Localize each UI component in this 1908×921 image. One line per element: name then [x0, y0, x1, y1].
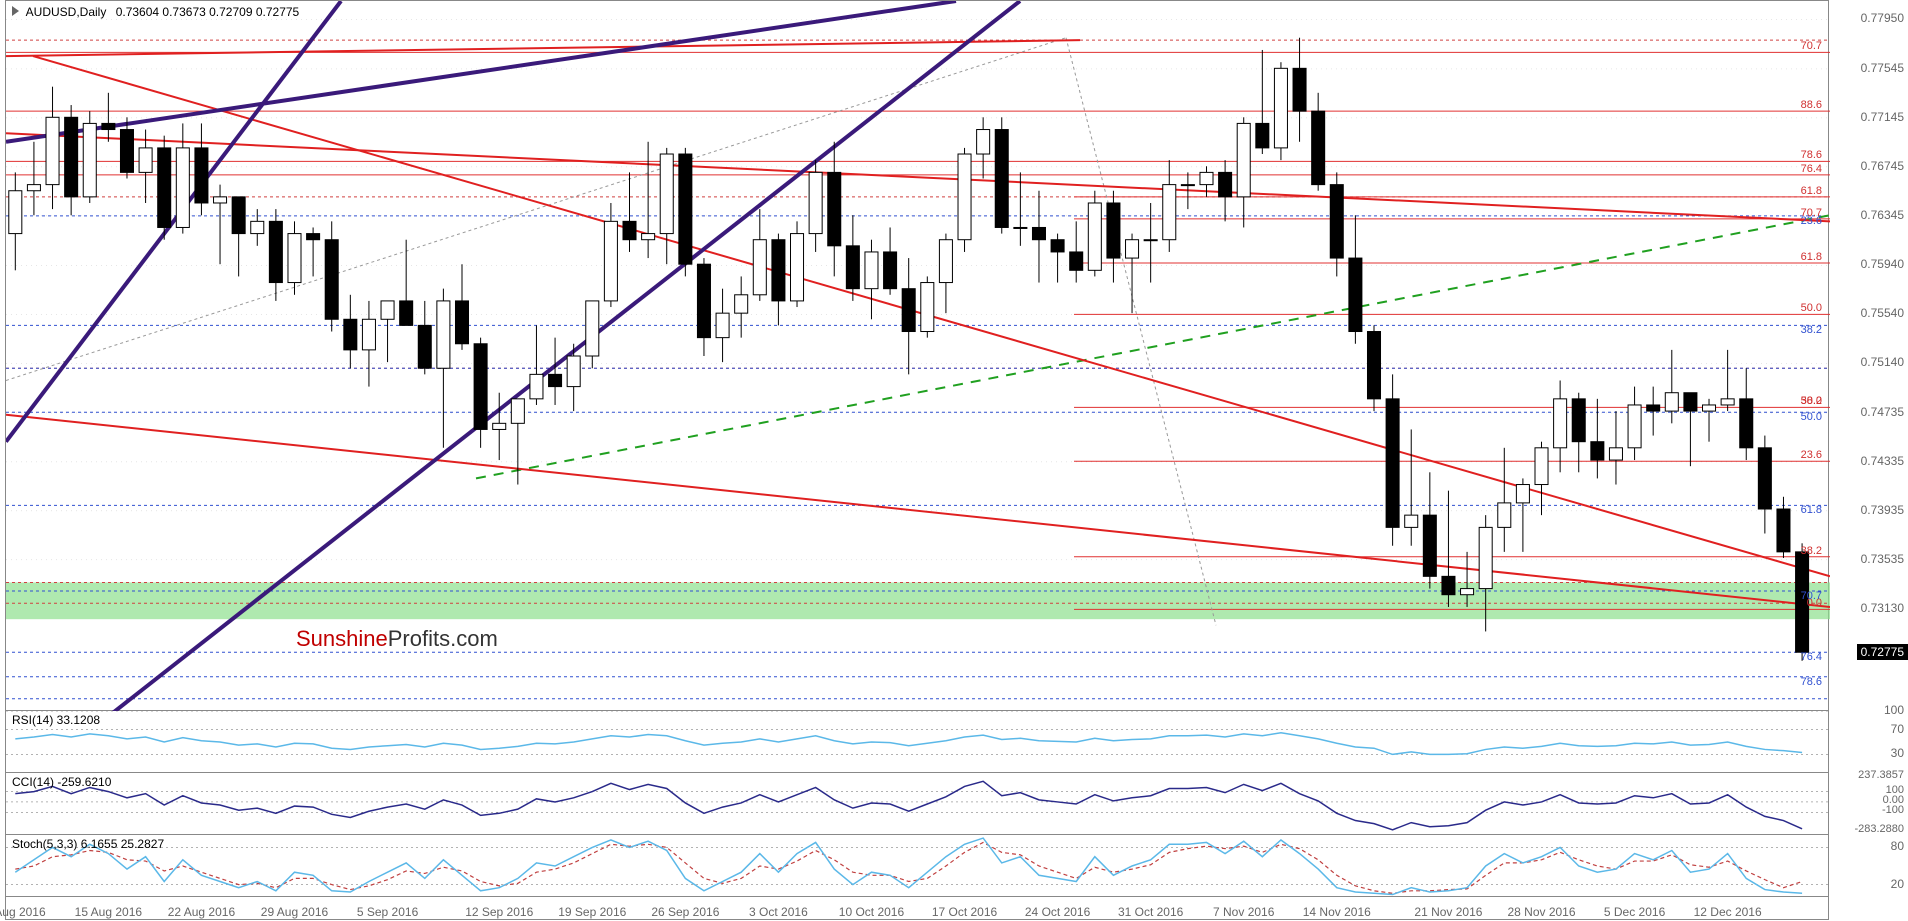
y-axis: 0.77950 0.77545 0.77145 0.76745 0.76345 0.759…	[1834, 0, 1908, 920]
fib-label: 70.7	[1801, 590, 1822, 602]
rsi-svg	[6, 711, 1830, 773]
y-tick: 0.77950	[1861, 11, 1904, 25]
y-tick: 0.74335	[1861, 454, 1904, 468]
y-tick: 0.73935	[1861, 503, 1904, 517]
rsi-tick: 70	[1891, 722, 1904, 736]
y-tick: 0.73130	[1861, 601, 1904, 615]
cci-tick: 237.3857	[1858, 769, 1904, 781]
y-tick: 0.73535	[1861, 552, 1904, 566]
fib-label: 23.6	[1801, 215, 1822, 227]
main-chart-svg	[6, 1, 1830, 711]
x-tick: 14 Nov 2016	[1303, 905, 1371, 919]
watermark-brand1: Sunshine	[296, 626, 388, 651]
stoch-label: Stoch(5,3,3) 6.1655 25.2827	[12, 837, 164, 851]
y-tick: 0.77145	[1861, 110, 1904, 124]
y-tick: 0.75540	[1861, 306, 1904, 320]
cci-tick: -283.2880	[1854, 823, 1904, 835]
cci-tick: -100	[1882, 804, 1904, 816]
fib-label: 50.0	[1801, 395, 1822, 407]
y-tick: 0.74735	[1861, 405, 1904, 419]
fib-label: 76.4	[1801, 651, 1822, 663]
stoch-tick: 80	[1891, 839, 1904, 853]
x-tick: 21 Nov 2016	[1414, 905, 1482, 919]
cci-tick: 100	[1886, 784, 1904, 796]
x-tick: 12 Dec 2016	[1694, 905, 1762, 919]
cci-panel[interactable]: CCI(14) -259.6210	[6, 773, 1828, 835]
watermark: SunshineProfits.com	[296, 626, 498, 652]
fib-label: 70.7	[1801, 40, 1822, 52]
fib-label: 78.6	[1801, 149, 1822, 161]
fib-label: 50.0	[1801, 302, 1822, 314]
y-tick: 0.76745	[1861, 159, 1904, 173]
current-price-box: 0.72775	[1857, 644, 1908, 660]
fib-label: 23.6	[1801, 449, 1822, 461]
chart-title: AUDUSD,Daily 0.73604 0.73673 0.72709 0.7…	[12, 5, 299, 19]
x-tick: 7 Nov 2016	[1213, 905, 1274, 919]
y-tick: 0.75140	[1861, 355, 1904, 369]
x-tick: 3 Oct 2016	[749, 905, 808, 919]
cci-tick: 0.00	[1883, 794, 1904, 806]
x-tick: 19 Sep 2016	[558, 905, 626, 919]
cci-svg	[6, 773, 1830, 835]
x-tick: 22 Aug 2016	[168, 905, 235, 919]
x-tick: 31 Oct 2016	[1118, 905, 1183, 919]
x-tick: 12 Sep 2016	[465, 905, 533, 919]
rsi-panel[interactable]: RSI(14) 33.1208	[6, 711, 1828, 773]
stoch-tick: 20	[1891, 877, 1904, 891]
x-tick: 5 Dec 2016	[1604, 905, 1665, 919]
ohlc-text: 0.73604 0.73673 0.72709 0.72775	[116, 5, 300, 19]
rsi-tick: 100	[1884, 703, 1904, 717]
chart-container: AUDUSD,Daily 0.73604 0.73673 0.72709 0.7…	[5, 0, 1829, 920]
fib-label: 61.8	[1801, 504, 1822, 516]
x-tick: 24 Oct 2016	[1025, 905, 1090, 919]
fib-label: 38.2	[1801, 545, 1822, 557]
fib-label: 78.6	[1801, 676, 1822, 688]
fib-label: 50.0	[1801, 411, 1822, 423]
x-tick: 26 Sep 2016	[651, 905, 719, 919]
fib-label: 61.8	[1801, 251, 1822, 263]
rsi-label: RSI(14) 33.1208	[12, 713, 100, 727]
main-price-panel[interactable]: AUDUSD,Daily 0.73604 0.73673 0.72709 0.7…	[6, 1, 1828, 711]
x-tick: 8 Aug 2016	[0, 905, 46, 919]
fib-label: 88.6	[1801, 99, 1822, 111]
x-tick: 15 Aug 2016	[75, 905, 142, 919]
expand-icon[interactable]	[12, 6, 19, 16]
x-tick: 28 Nov 2016	[1507, 905, 1575, 919]
cci-label: CCI(14) -259.6210	[12, 775, 111, 789]
y-tick: 0.77545	[1861, 61, 1904, 75]
x-tick: 5 Sep 2016	[357, 905, 418, 919]
stoch-svg	[6, 835, 1830, 897]
y-tick: 0.75940	[1861, 257, 1904, 271]
stoch-panel[interactable]: Stoch(5,3,3) 6.1655 25.2827	[6, 835, 1828, 897]
x-tick: 29 Aug 2016	[261, 905, 328, 919]
fib-label: 76.4	[1801, 163, 1822, 175]
y-tick: 0.76345	[1861, 208, 1904, 222]
fib-label: 61.8	[1801, 185, 1822, 197]
x-tick: 17 Oct 2016	[932, 905, 997, 919]
fib-label: 38.2	[1801, 324, 1822, 336]
watermark-brand2: Profits.com	[388, 626, 498, 651]
x-axis: 8 Aug 201615 Aug 201622 Aug 201629 Aug 2…	[6, 897, 1828, 921]
rsi-tick: 30	[1891, 746, 1904, 760]
symbol-text: AUDUSD,Daily	[26, 5, 107, 19]
x-tick: 10 Oct 2016	[839, 905, 904, 919]
